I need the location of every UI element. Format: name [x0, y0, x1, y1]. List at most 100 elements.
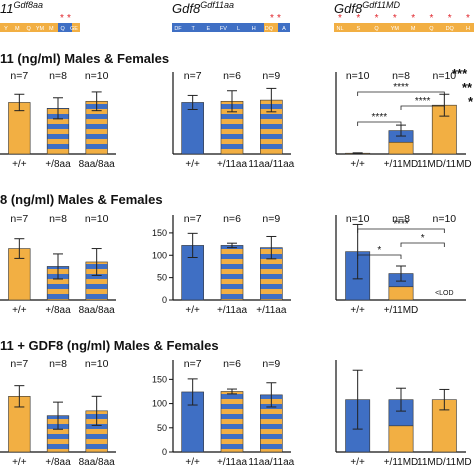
chart-panel-r1c1: +/+ n=7 +/8aa n=8 8aa/8aa n=10: [0, 70, 116, 170]
n-label: n=9: [262, 70, 280, 82]
category-label: 11MD/11MD: [417, 457, 472, 468]
category-label: +/11MD: [384, 159, 419, 170]
significance-bracket: [357, 254, 402, 259]
mutation-star: *: [277, 13, 281, 24]
schematic-residue-label: E: [206, 26, 210, 32]
category-label: +/11aa: [217, 457, 248, 468]
chart-panels: +/+ n=7 +/8aa n=8 8aa/8aa n=10 +/+ n=7 +/11aa n=6…: [0, 70, 472, 468]
mutation-star: *: [356, 13, 360, 24]
chart-panel-r2c2: 0 50 100 150 +/+ n=7 +/11aa n=6 +/11aa n=9: [152, 213, 291, 316]
schematic-mature-domain: [264, 23, 278, 32]
significance-label: *: [377, 245, 381, 256]
significance-label: ****: [393, 219, 409, 230]
edge-stars-2: **: [462, 80, 473, 95]
category-label: +/8aa: [45, 305, 71, 316]
schematic-residue-label: DQ: [446, 26, 455, 32]
n-label: n=10: [85, 213, 109, 225]
row-title-1: 11 (ng/ml) Males & Females: [0, 51, 169, 66]
mutation-star: *: [448, 13, 452, 24]
y-tick-label: 100: [152, 399, 167, 409]
schematic-residue-label: YM: [36, 26, 45, 32]
category-label: 11aa/11aa: [248, 159, 294, 170]
category-label: +/11aa: [217, 305, 248, 316]
schematic-mature-domain: [58, 23, 72, 32]
header-1: 11Gdf8aa: [0, 0, 43, 16]
n-label: n=7: [184, 358, 202, 370]
category-label: +/+: [12, 305, 27, 316]
schematic-residue-label: Q: [61, 26, 66, 32]
n-label: n=6: [223, 213, 241, 225]
schematic-residue-label: H: [466, 26, 470, 32]
n-label: n=10: [346, 213, 370, 225]
n-label: n=8: [392, 70, 410, 82]
y-tick-label: 50: [157, 423, 167, 433]
schematic-residue-label: NL: [336, 26, 343, 32]
mutation-star: *: [411, 13, 415, 24]
category-label: +/+: [350, 457, 365, 468]
significance-label: ****: [415, 96, 431, 107]
chart-panel-r3c1: +/+ n=7 +/8aa n=8 8aa/8aa n=10: [0, 358, 116, 468]
significance-bracket: [357, 91, 445, 96]
n-label: n=10: [433, 70, 457, 82]
schematic-gdf11aa: DF T E FV L H DQ A* *: [172, 13, 290, 32]
y-tick-label: 100: [152, 250, 167, 260]
edge-stars-1: ***: [452, 66, 468, 81]
schematic-bar: [0, 23, 58, 32]
schematic-residue-label: M: [15, 26, 20, 32]
significance-label: *: [421, 233, 425, 244]
mutation-star: *: [60, 13, 64, 24]
schematic-residue-label: A: [282, 26, 286, 32]
significance-label: ****: [372, 112, 388, 123]
mutation-star: *: [375, 13, 379, 24]
header-1-gene: 11: [0, 1, 14, 16]
category-label: +/+: [185, 305, 200, 316]
n-label: n=10: [85, 358, 109, 370]
n-label: n=7: [184, 213, 202, 225]
category-label: +/11MD: [384, 457, 419, 468]
mutation-star: *: [393, 13, 397, 24]
bar-lower: [388, 141, 414, 155]
category-label: +/+: [185, 159, 200, 170]
category-label: 8aa/8aa: [79, 305, 116, 316]
schematic-bar-end: [72, 23, 80, 32]
header-2-gene: Gdf8: [172, 1, 201, 16]
lod-label: <LOD: [435, 290, 453, 297]
y-tick-label: 0: [162, 295, 167, 305]
n-label: n=8: [392, 213, 410, 225]
n-label: n=8: [49, 358, 67, 370]
schematic-residue-label: DF: [174, 26, 182, 32]
n-label: n=7: [10, 358, 28, 370]
schematic-residue-label: GE: [70, 26, 78, 32]
n-label: n=8: [49, 213, 67, 225]
y-tick-label: 50: [157, 273, 167, 283]
schematic-residue-label: Y: [4, 26, 8, 32]
n-label: n=7: [184, 70, 202, 82]
schematic-bar: [172, 23, 264, 32]
significance-bracket: [357, 121, 402, 126]
header-1-superscript: Gdf8aa: [14, 0, 44, 10]
chart-panel-r1c2: +/+ n=7 +/11aa n=6 11aa/11aa n=9: [172, 70, 295, 170]
row-title-2: 8 (ng/ml) Males & Females: [0, 192, 163, 207]
bar: [220, 391, 244, 453]
category-label: +/11MD: [384, 305, 419, 316]
mutation-star: *: [67, 13, 71, 24]
header-3-gene: Gdf8: [334, 1, 363, 16]
y-tick-label: 0: [162, 447, 167, 457]
schematic-residue-label: M: [49, 26, 54, 32]
y-tick-label: 150: [152, 228, 167, 238]
schematic-residue-label: Q: [429, 26, 434, 32]
category-label: +/+: [185, 457, 200, 468]
category-label: 11MD/11MD: [417, 159, 472, 170]
significance-bracket: [400, 105, 445, 110]
n-label: n=10: [433, 213, 457, 225]
bar-lower: [388, 425, 414, 453]
header-3: Gdf8Gdf11MD: [334, 0, 401, 16]
schematic-bar: [334, 23, 474, 32]
schematic-residue-label: L: [237, 26, 240, 32]
n-label: n=6: [223, 70, 241, 82]
schematic-residue-label: Q: [374, 26, 379, 32]
schematic-residue-label: T: [191, 26, 195, 32]
category-label: +/+: [12, 457, 27, 468]
schematic-gdf11md: NL S Q YM M Q DQ H * * * * * * * *: [334, 13, 474, 32]
n-label: n=8: [49, 70, 67, 82]
